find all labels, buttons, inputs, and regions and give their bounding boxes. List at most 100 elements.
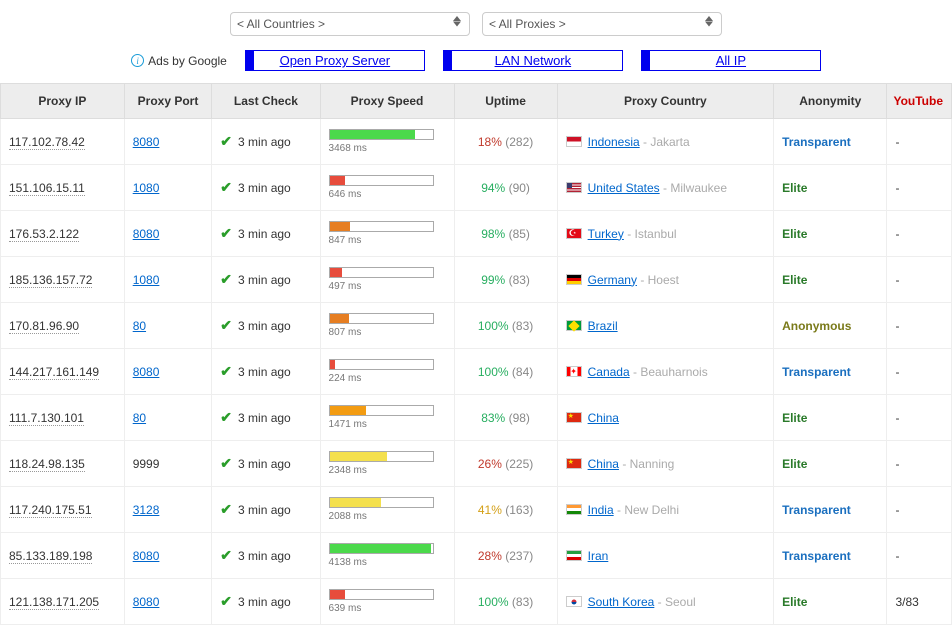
country-link[interactable]: China [588,457,619,471]
flag-icon [566,504,582,515]
country-link[interactable]: China [588,411,619,425]
country-link[interactable]: Iran [588,549,609,563]
ip-link[interactable]: 118.24.98.135 [9,457,85,472]
speed-cell: 224 ms [329,359,446,384]
ip-link[interactable]: 170.81.96.90 [9,319,79,334]
ip-link[interactable]: 117.240.175.51 [9,503,92,518]
uptime-count: (282) [505,135,533,149]
ip-link[interactable]: 111.7.130.101 [9,411,84,426]
flag-icon [566,320,582,331]
last-check: 3 min ago [238,595,291,609]
last-check: 3 min ago [238,503,291,517]
country-link[interactable]: Germany [588,273,637,287]
youtube-cell: - [887,257,952,303]
speed-bar-fill [330,130,415,139]
ip-link[interactable]: 151.106.15.11 [9,181,85,196]
port-link[interactable]: 8080 [133,549,160,563]
check-icon: ✔ [220,225,232,242]
ip-link[interactable]: 121.138.171.205 [9,595,99,610]
port-link[interactable]: 3128 [133,503,160,517]
ad-row: i Ads by Google Open Proxy Server LAN Net… [0,44,952,83]
ip-link[interactable]: 144.217.161.149 [9,365,99,380]
city: - Istanbul [627,227,676,241]
port-link[interactable]: 80 [133,319,146,333]
check-icon: ✔ [220,363,232,380]
uptime-count: (225) [505,457,533,471]
country-link[interactable]: India [588,503,614,517]
anonymity: Elite [782,595,807,609]
country-link[interactable]: South Korea [588,595,655,609]
city: - Hoest [640,273,679,287]
uptime-pct: 99% [481,273,505,287]
port-link[interactable]: 8080 [133,595,160,609]
youtube-cell: - [887,441,952,487]
speed-ms: 4138 ms [329,557,446,568]
check-icon: ✔ [220,501,232,518]
port-link[interactable]: 80 [133,411,146,425]
uptime-pct: 100% [478,595,509,609]
table-row: 170.81.96.90 80 ✔3 min ago 807 ms 100% (… [1,303,952,349]
check-icon: ✔ [220,133,232,150]
country-link[interactable]: United States [588,181,660,195]
table-row: 151.106.15.11 1080 ✔3 min ago 646 ms 94%… [1,165,952,211]
anonymity: Elite [782,457,807,471]
proxy-filter[interactable]: < All Proxies > [482,12,722,36]
uptime-pct: 28% [478,549,502,563]
ad-link-1[interactable]: LAN Network [443,50,623,71]
country-link[interactable]: Turkey [588,227,624,241]
speed-bar [329,589,434,600]
uptime-pct: 41% [478,503,502,517]
ip-link[interactable]: 85.133.189.198 [9,549,92,564]
country-link[interactable]: Brazil [588,319,618,333]
uptime-count: (90) [509,181,530,195]
ads-label-text: Ads by Google [148,54,227,68]
filter-bar: < All Countries > < All Proxies > [0,0,952,44]
last-check: 3 min ago [238,181,291,195]
port-link[interactable]: 1080 [133,273,160,287]
info-icon: i [131,54,144,67]
youtube-cell: - [887,165,952,211]
table-row: 144.217.161.149 8080 ✔3 min ago 224 ms 1… [1,349,952,395]
country-link[interactable]: Canada [588,365,630,379]
speed-bar-fill [330,498,381,507]
speed-cell: 2348 ms [329,451,446,476]
th-anon: Anonymity [774,84,887,119]
speed-ms: 224 ms [329,373,446,384]
anonymity: Transparent [782,549,851,563]
port-link[interactable]: 8080 [133,135,160,149]
speed-bar [329,129,434,140]
country-filter[interactable]: < All Countries > [230,12,470,36]
th-uptime: Uptime [454,84,557,119]
speed-bar-fill [330,176,346,185]
anonymity: Elite [782,273,807,287]
anonymity: Transparent [782,503,851,517]
port-link[interactable]: 8080 [133,227,160,241]
anonymity: Elite [782,411,807,425]
check-icon: ✔ [220,317,232,334]
flag-icon [566,182,582,193]
youtube-cell: - [887,395,952,441]
speed-bar-fill [330,452,388,461]
country-link[interactable]: Indonesia [588,135,640,149]
youtube-cell: - [887,487,952,533]
speed-cell: 639 ms [329,589,446,614]
youtube-cell: - [887,119,952,165]
ip-link[interactable]: 176.53.2.122 [9,227,79,242]
speed-bar [329,221,434,232]
ad-link-2[interactable]: All IP [641,50,821,71]
uptime-pct: 18% [478,135,502,149]
port-link[interactable]: 1080 [133,181,160,195]
speed-cell: 847 ms [329,221,446,246]
ad-link-0[interactable]: Open Proxy Server [245,50,425,71]
port-link[interactable]: 8080 [133,365,160,379]
check-icon: ✔ [220,271,232,288]
ip-link[interactable]: 185.136.157.72 [9,273,92,288]
table-row: 185.136.157.72 1080 ✔3 min ago 497 ms 99… [1,257,952,303]
speed-bar-fill [330,360,335,369]
flag-icon [566,366,582,377]
ip-link[interactable]: 117.102.78.42 [9,135,85,150]
speed-bar-fill [330,406,366,415]
speed-bar [329,313,434,324]
youtube-cell: - [887,349,952,395]
speed-cell: 2088 ms [329,497,446,522]
